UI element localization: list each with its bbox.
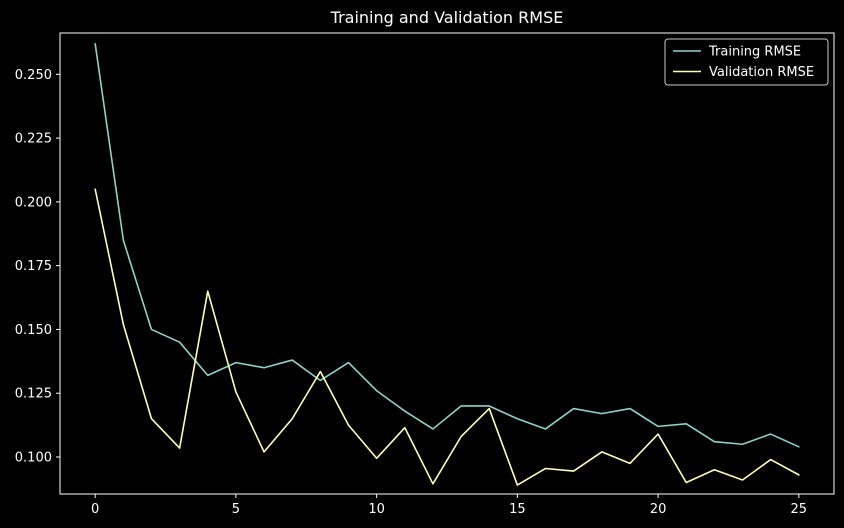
axes-frame [59,32,835,495]
series-line-validation [94,188,800,486]
x-tick-label: 20 [650,502,667,517]
y-axis: 0.100 0.125 0.150 0.175 0.200 0.225 0.250 [15,68,60,466]
legend-label: Validation RMSE [709,65,814,80]
legend-box [664,38,829,86]
x-tick-label: 15 [509,502,526,517]
y-tick-label: 0.100 [15,451,52,466]
series-line-training [94,42,800,448]
series-layer [94,42,800,486]
y-tick-label: 0.175 [15,259,52,274]
y-tick-label: 0.250 [15,68,52,83]
y-tick-label: 0.150 [15,323,52,338]
legend: Training RMSE Validation RMSE [664,38,829,86]
chart-title: Training and Validation RMSE [330,8,564,27]
y-tick-label: 0.125 [15,387,52,402]
x-tick-label: 0 [91,502,99,517]
x-tick-label: 25 [791,502,808,517]
legend-label: Training RMSE [708,45,801,60]
x-axis: 0 5 10 15 20 25 [91,494,807,517]
x-tick-label: 10 [368,502,385,517]
y-tick-label: 0.200 [15,195,52,210]
x-tick-label: 5 [232,502,240,517]
y-tick-label: 0.225 [15,132,52,147]
